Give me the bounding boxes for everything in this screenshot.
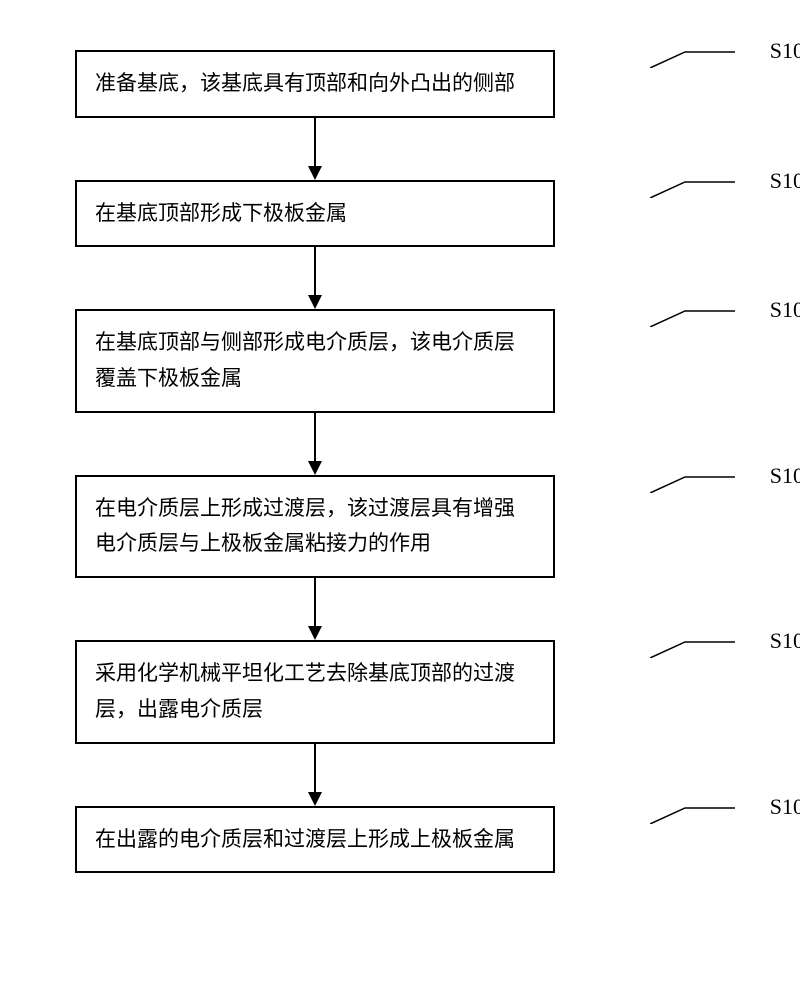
step-text: 在基底顶部形成下极板金属 [95, 196, 535, 232]
flow-step-s105: 在出露的电介质层和过渡层上形成上极板金属S105 [75, 806, 725, 874]
step-box: 采用化学机械平坦化工艺去除基底顶部的过渡层，出露电介质层 [75, 640, 555, 743]
arrow-head-icon [308, 295, 322, 309]
arrow-line [314, 413, 316, 463]
step-text: 在出露的电介质层和过渡层上形成上极板金属 [95, 822, 535, 858]
step-box: 在基底顶部与侧部形成电介质层，该电介质层覆盖下极板金属 [75, 309, 555, 412]
arrow-connector [75, 247, 555, 309]
step-label: S101 [770, 168, 800, 194]
step-box: 准备基底，该基底具有顶部和向外凸出的侧部 [75, 50, 555, 118]
arrow-head-icon [308, 626, 322, 640]
leader-line [650, 475, 735, 493]
leader-line [650, 309, 735, 327]
arrow-connector [75, 578, 555, 640]
arrow-line [314, 118, 316, 168]
arrow-line [314, 744, 316, 794]
leader-line [650, 50, 735, 68]
step-label: S104 [770, 628, 800, 654]
step-text: 在电介质层上形成过渡层，该过渡层具有增强电介质层与上极板金属粘接力的作用 [95, 491, 535, 562]
step-box: 在出露的电介质层和过渡层上形成上极板金属 [75, 806, 555, 874]
step-box: 在基底顶部形成下极板金属 [75, 180, 555, 248]
leader-line [650, 640, 735, 658]
step-text: 采用化学机械平坦化工艺去除基底顶部的过渡层，出露电介质层 [95, 656, 535, 727]
arrow-line [314, 578, 316, 628]
step-label: S105 [770, 794, 800, 820]
step-label: S100 [770, 38, 800, 64]
leader-line [650, 180, 735, 198]
arrow-connector [75, 413, 555, 475]
step-box: 在电介质层上形成过渡层，该过渡层具有增强电介质层与上极板金属粘接力的作用 [75, 475, 555, 578]
arrow-head-icon [308, 166, 322, 180]
arrow-line [314, 247, 316, 297]
step-label: S103 [770, 463, 800, 489]
flow-step-s103: 在电介质层上形成过渡层，该过渡层具有增强电介质层与上极板金属粘接力的作用S103 [75, 475, 725, 578]
flow-step-s104: 采用化学机械平坦化工艺去除基底顶部的过渡层，出露电介质层S104 [75, 640, 725, 743]
flow-step-s101: 在基底顶部形成下极板金属S101 [75, 180, 725, 248]
arrow-head-icon [308, 792, 322, 806]
leader-line [650, 806, 735, 824]
flowchart-container: 准备基底，该基底具有顶部和向外凸出的侧部S100 在基底顶部形成下极板金属S101… [75, 50, 725, 873]
step-text: 在基底顶部与侧部形成电介质层，该电介质层覆盖下极板金属 [95, 325, 535, 396]
flow-step-s100: 准备基底，该基底具有顶部和向外凸出的侧部S100 [75, 50, 725, 118]
flow-step-s102: 在基底顶部与侧部形成电介质层，该电介质层覆盖下极板金属S102 [75, 309, 725, 412]
arrow-connector [75, 744, 555, 806]
step-text: 准备基底，该基底具有顶部和向外凸出的侧部 [95, 66, 535, 102]
arrow-connector [75, 118, 555, 180]
arrow-head-icon [308, 461, 322, 475]
step-label: S102 [770, 297, 800, 323]
